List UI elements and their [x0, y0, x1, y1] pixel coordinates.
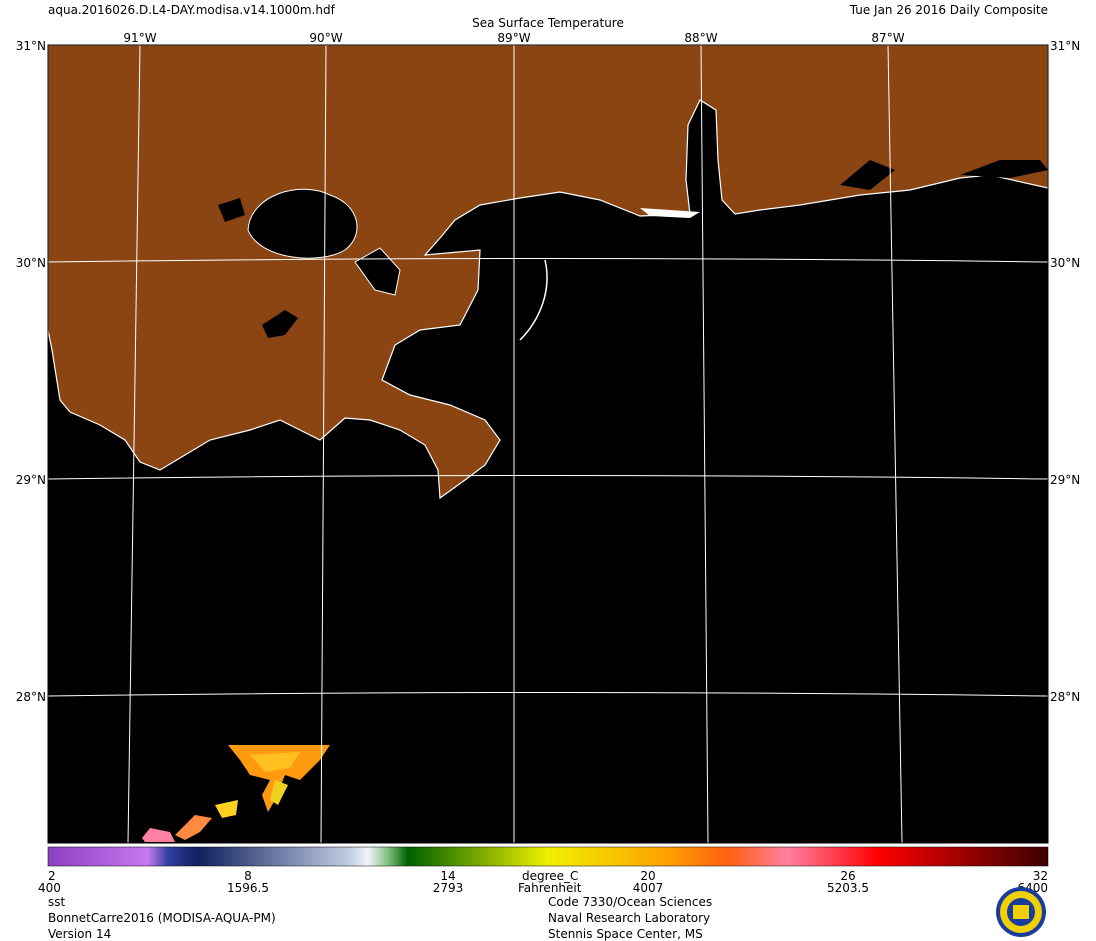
- lat-label: 30°N: [16, 256, 46, 270]
- lon-label: 89°W: [497, 31, 530, 45]
- meridian: [320, 44, 327, 844]
- footer-line: Version 14: [48, 927, 111, 941]
- graticule: [47, 44, 1049, 844]
- parallel: [47, 475, 1049, 480]
- map-title: Sea Surface Temperature: [472, 16, 624, 30]
- lon-labels: 91°W 90°W 89°W 88°W 87°W: [123, 31, 904, 45]
- barrier-island: [640, 208, 700, 218]
- lon-label: 90°W: [309, 31, 342, 45]
- lon-label: 91°W: [123, 31, 156, 45]
- lat-label: 29°N: [16, 473, 46, 487]
- sst-patch: [142, 745, 330, 842]
- celsius-label: 8: [244, 869, 252, 883]
- footer-line: Stennis Space Center, MS: [548, 927, 703, 941]
- celsius-label: 26: [840, 869, 855, 883]
- celsius-label: 2: [48, 869, 56, 883]
- lake: [218, 198, 245, 222]
- meridian: [887, 44, 903, 844]
- parallel: [47, 258, 1049, 263]
- lake: [354, 247, 401, 296]
- lat-label: 30°N: [1050, 256, 1080, 270]
- fahrenheit-label: 2793: [433, 881, 464, 895]
- fahrenheit-label: 5203.5: [827, 881, 869, 895]
- meridian: [700, 44, 709, 844]
- lon-label: 87°W: [871, 31, 904, 45]
- footer-line: Code 7330/Ocean Sciences: [548, 895, 712, 909]
- meridian: [127, 44, 141, 844]
- land: [47, 44, 1049, 500]
- footer-line: sst: [48, 895, 66, 909]
- barrier-island: [519, 259, 548, 341]
- fahrenheit-label: 400: [38, 881, 61, 895]
- celsius-label: 32: [1033, 869, 1048, 883]
- celsius-label: 20: [640, 869, 655, 883]
- map-area: [47, 44, 1049, 844]
- nrl-logo: [996, 887, 1046, 937]
- footer: sst BonnetCarre2016 (MODISA-AQUA-PM) Versi…: [48, 895, 712, 941]
- bay: [840, 160, 895, 190]
- file-name: aqua.2016026.D.L4-DAY.modisa.v14.1000m.h…: [48, 3, 336, 17]
- date-label: Tue Jan 26 2016 Daily Composite: [849, 3, 1048, 17]
- fahrenheit-unit: Fahrenheit: [518, 881, 582, 895]
- lat-labels: 31°N 31°N 30°N 30°N 29°N 29°N 28°N 28°N: [16, 39, 1081, 704]
- lake: [247, 188, 358, 259]
- celsius-label: 14: [440, 869, 455, 883]
- celsius-unit: degree_C: [522, 869, 578, 883]
- parallel: [47, 692, 1049, 697]
- lat-label: 29°N: [1050, 473, 1080, 487]
- lat-label: 28°N: [16, 690, 46, 704]
- lon-label: 88°W: [684, 31, 717, 45]
- map-frame: [47, 44, 1049, 844]
- fahrenheit-label: 1596.5: [227, 881, 269, 895]
- lat-label: 31°N: [16, 39, 46, 53]
- footer-line: Naval Research Laboratory: [548, 911, 710, 925]
- lat-label: 28°N: [1050, 690, 1080, 704]
- fahrenheit-label: 4007: [633, 881, 664, 895]
- colorbar: [47, 846, 1049, 867]
- lake: [262, 310, 298, 338]
- bay: [960, 160, 1048, 178]
- footer-line: BonnetCarre2016 (MODISA-AQUA-PM): [48, 911, 276, 925]
- lat-label: 31°N: [1050, 39, 1080, 53]
